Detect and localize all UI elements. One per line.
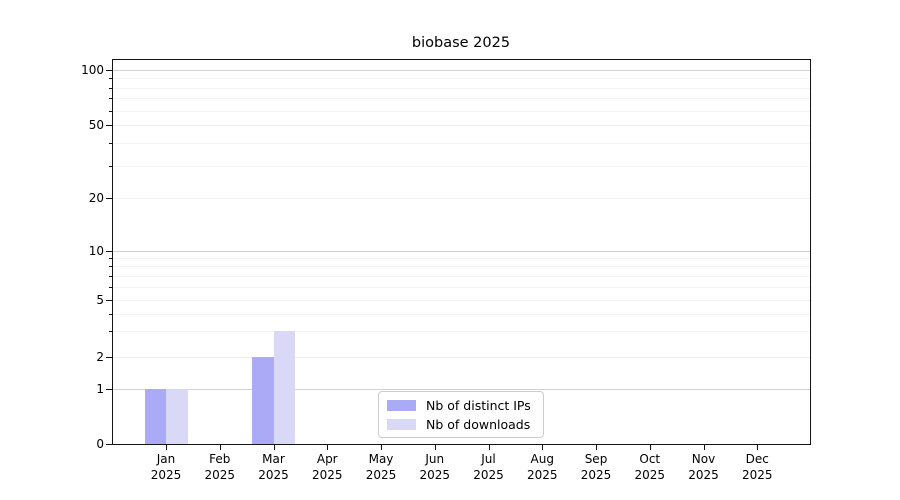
x-tick [757,445,759,450]
minor-gridline [113,78,810,80]
gridline [113,356,810,358]
x-tick-label: May 2025 [365,452,397,482]
minor-gridline [113,142,810,144]
y-tick-label: 2 [96,349,104,364]
y-minor-tick [109,266,112,268]
x-tick-label: Sep 2025 [580,452,612,482]
minor-gridline [113,331,810,333]
y-tick [106,70,112,71]
legend-swatch-downloads [387,418,416,430]
minor-gridline [113,87,810,89]
legend: Nb of distinct IPs Nb of downloads [378,391,544,438]
x-tick [542,445,544,450]
y-minor-tick [109,78,112,80]
y-tick [106,444,112,445]
y-minor-tick [109,331,112,333]
bar-nb-of-distinct-ips-jan [144,389,166,444]
x-tick [434,445,436,450]
legend-label-downloads: Nb of downloads [426,416,531,432]
x-tick [596,445,597,450]
y-tick [106,125,112,126]
minor-gridline [113,313,810,315]
minor-gridline [113,258,810,260]
x-tick [219,445,221,450]
y-minor-tick [109,142,112,144]
y-minor-tick [109,87,112,89]
y-tick-label: 5 [96,293,104,307]
y-tick [106,356,112,358]
y-tick-label: 1 [96,382,104,396]
bar-nb-of-distinct-ips-mar [252,356,274,444]
minor-gridline [113,266,810,268]
chart-title: biobase 2025 [411,35,511,51]
y-tick [106,198,112,199]
y-minor-tick [109,165,112,167]
x-tick-label: Apr 2025 [311,452,343,482]
x-tick [166,445,167,450]
x-tick-label: Jul 2025 [473,452,504,482]
minor-gridline [113,98,810,100]
y-tick-label: 20 [88,191,104,205]
x-tick [381,445,382,450]
y-tick [106,300,112,301]
y-minor-tick [109,98,112,100]
major-gridline [113,250,810,252]
bar-nb-of-downloads-jan [166,389,188,444]
x-tick [703,445,705,450]
y-minor-tick [109,313,112,315]
minor-gridline [113,275,810,277]
plot-area [112,59,811,445]
gridline [113,125,810,126]
x-tick [273,445,275,450]
y-tick-label: 50 [88,118,104,132]
y-tick-label: 0 [96,437,104,451]
y-minor-tick [109,275,112,277]
y-minor-tick [109,258,112,260]
minor-gridline [113,110,810,112]
x-tick [649,445,651,450]
bar-nb-of-downloads-mar [273,331,295,444]
gridline [113,198,810,199]
gridline [113,300,810,301]
y-tick-label: 10 [88,243,104,258]
major-gridline [113,70,810,71]
y-minor-tick [109,286,112,288]
y-tick-label: 100 [81,63,104,77]
x-tick-label: Dec 2025 [741,452,773,482]
minor-gridline [113,286,810,288]
x-tick-label: Mar 2025 [258,452,289,482]
y-tick [106,250,112,252]
x-tick-label: Oct 2025 [634,452,666,482]
x-tick [327,445,329,450]
y-tick [106,389,112,390]
x-tick-label: Feb 2025 [204,452,236,482]
minor-gridline [113,165,810,167]
legend-swatch-distinct-ips [387,399,416,411]
x-tick [488,445,490,450]
x-tick-label: Jun 2025 [419,452,451,482]
y-minor-tick [109,110,112,112]
x-tick-label: Aug 2025 [526,452,558,482]
legend-entry-distinct-ips: Nb of distinct IPs [387,398,535,413]
legend-entry-downloads: Nb of downloads [387,417,535,432]
legend-label-distinct-ips: Nb of distinct IPs [426,397,531,413]
x-tick-label: Jan 2025 [150,452,182,482]
major-gridline [113,389,810,390]
x-tick-label: Nov 2025 [688,452,719,482]
